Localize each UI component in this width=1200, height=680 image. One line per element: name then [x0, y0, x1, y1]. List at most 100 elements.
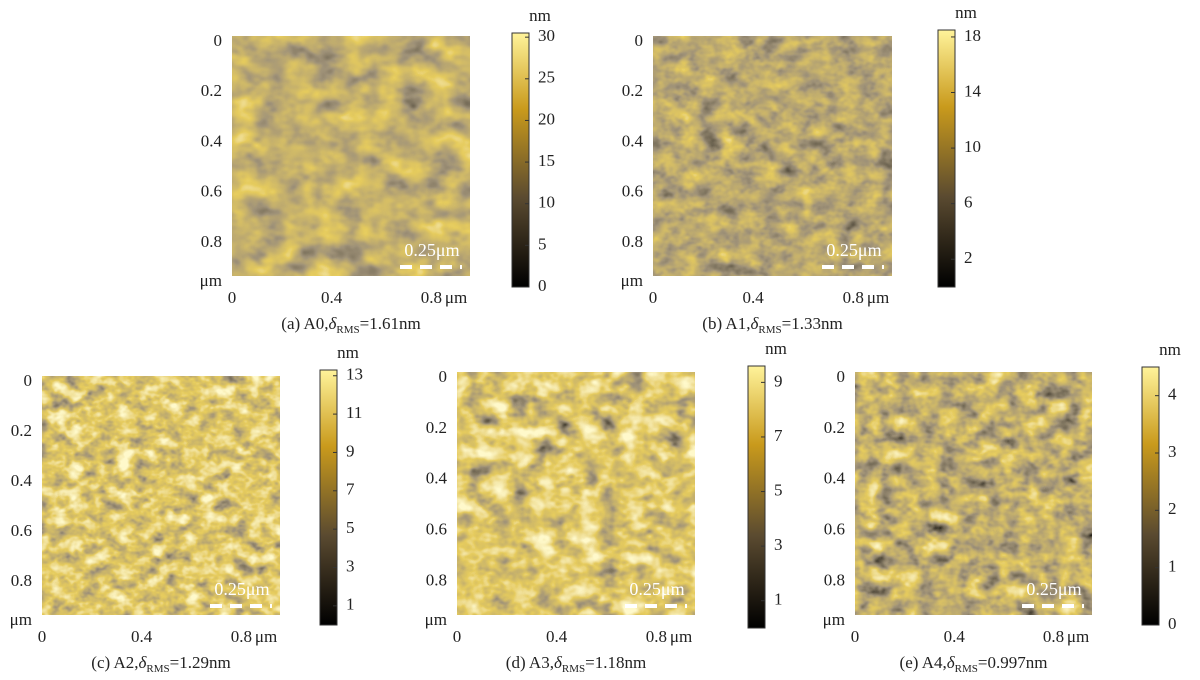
colorbar: [1142, 367, 1159, 625]
colorbar-tick-label: 11: [346, 403, 362, 422]
colorbar-tick-label: 5: [346, 518, 355, 537]
colorbar-tick-label: 9: [774, 371, 783, 390]
figure: 00.20.40.60.8μm00.40.8μm0.25μmnm05101520…: [0, 0, 1200, 680]
caption-suffix: =1.29nm: [170, 653, 231, 672]
x-tick-label: 0.4: [546, 627, 568, 646]
y-tick-label: 0.8: [426, 570, 447, 589]
colorbar-tick-label: 7: [774, 426, 783, 445]
colorbar-tick-label: 30: [538, 26, 555, 45]
colorbar-tick-label: 2: [964, 248, 973, 267]
caption-subscript: RMS: [562, 663, 585, 675]
colorbar-tick-label: 15: [538, 151, 555, 170]
caption-subscript: RMS: [146, 663, 169, 675]
y-tick-label: 0.8: [201, 232, 222, 251]
caption-subscript: RMS: [955, 663, 978, 675]
y-unit: μm: [10, 610, 32, 629]
colorbar-tick-label: 3: [1168, 442, 1177, 461]
y-tick-label: 0.6: [201, 182, 222, 201]
x-tick-label: 0.8: [1043, 627, 1064, 646]
x-unit: μm: [445, 288, 467, 307]
caption: (c) A2,δRMS=1.29nm: [91, 653, 230, 675]
y-tick-label: 0.2: [622, 81, 643, 100]
colorbar-unit: nm: [529, 6, 551, 25]
x-unit: μm: [1067, 627, 1089, 646]
colorbar: [512, 33, 529, 287]
y-tick-label: 0.6: [824, 520, 845, 539]
colorbar-tick-label: 6: [964, 193, 973, 212]
x-tick-label: 0: [228, 288, 237, 307]
colorbar-tick-label: 5: [774, 480, 783, 499]
x-tick-label: 0.4: [742, 288, 764, 307]
colorbar-unit: nm: [337, 343, 359, 362]
colorbar-tick-label: 5: [538, 234, 547, 253]
colorbar-tick-label: 9: [346, 441, 355, 460]
y-tick-label: 0: [635, 31, 644, 50]
scale-bar-label: 0.25μm: [214, 579, 269, 599]
caption-suffix: =1.33nm: [782, 314, 843, 333]
x-tick-label: 0.8: [231, 627, 252, 646]
x-tick-label: 0: [851, 627, 860, 646]
colorbar-tick-label: 4: [1168, 385, 1177, 404]
colorbar-tick-label: 3: [346, 556, 355, 575]
y-tick-label: 0.4: [824, 469, 846, 488]
y-unit: μm: [425, 610, 447, 629]
scale-bar-label: 0.25μm: [826, 240, 881, 260]
x-unit: μm: [670, 627, 692, 646]
x-tick-label: 0.4: [944, 627, 966, 646]
caption-prefix: (c) A2,: [91, 653, 138, 672]
colorbar-tick-label: 14: [964, 81, 982, 100]
colorbar-tick-label: 18: [964, 26, 981, 45]
caption-prefix: (d) A3,: [506, 653, 554, 672]
x-tick-label: 0: [649, 288, 658, 307]
caption-suffix: =1.18nm: [585, 653, 646, 672]
colorbar-tick-label: 3: [774, 535, 783, 554]
scale-bar-label: 0.25μm: [1026, 579, 1081, 599]
caption-subscript: RMS: [336, 324, 359, 336]
scale-bar-label: 0.25μm: [629, 579, 684, 599]
caption: (a) A0,δRMS=1.61nm: [281, 314, 420, 336]
y-tick-label: 0: [214, 31, 223, 50]
y-unit: μm: [200, 271, 222, 290]
colorbar-tick-label: 7: [346, 480, 355, 499]
colorbar-tick-label: 20: [538, 109, 555, 128]
x-unit: μm: [255, 627, 277, 646]
caption-suffix: =1.61nm: [360, 314, 421, 333]
y-tick-label: 0.6: [426, 520, 447, 539]
y-tick-label: 0.8: [622, 232, 643, 251]
y-tick-label: 0.6: [11, 521, 32, 540]
y-tick-label: 0.2: [426, 418, 447, 437]
colorbar-tick-label: 13: [346, 365, 363, 384]
scale-bar-label: 0.25μm: [404, 240, 459, 260]
colorbar-tick-label: 2: [1168, 499, 1177, 518]
caption-prefix: (b) A1,: [702, 314, 750, 333]
colorbar: [320, 370, 337, 625]
x-tick-label: 0: [38, 627, 47, 646]
caption-suffix: =0.997nm: [978, 653, 1048, 672]
x-tick-label: 0.8: [421, 288, 442, 307]
x-tick-label: 0.4: [131, 627, 153, 646]
colorbar-tick-label: 10: [538, 193, 555, 212]
colorbar: [748, 366, 765, 628]
colorbar-tick-label: 10: [964, 137, 981, 156]
colorbar-tick-label: 0: [538, 276, 547, 295]
y-tick-label: 0: [439, 367, 448, 386]
colorbar-unit: nm: [1159, 340, 1181, 359]
colorbar-unit: nm: [765, 339, 787, 358]
x-tick-label: 0: [453, 627, 462, 646]
x-tick-label: 0.8: [843, 288, 864, 307]
caption-prefix: (e) A4,: [900, 653, 947, 672]
x-tick-label: 0.4: [321, 288, 343, 307]
colorbar-tick-label: 0: [1168, 614, 1177, 633]
caption-prefix: (a) A0,: [281, 314, 328, 333]
caption: (e) A4,δRMS=0.997nm: [900, 653, 1048, 675]
y-tick-label: 0.8: [824, 570, 845, 589]
caption-subscript: RMS: [758, 324, 781, 336]
caption: (b) A1,δRMS=1.33nm: [702, 314, 842, 336]
y-tick-label: 0: [24, 371, 33, 390]
colorbar-tick-label: 1: [346, 595, 355, 614]
colorbar-tick-label: 1: [774, 590, 783, 609]
colorbar: [938, 30, 955, 287]
x-tick-label: 0.8: [646, 627, 667, 646]
y-tick-label: 0.4: [622, 131, 644, 150]
y-tick-label: 0.4: [201, 131, 223, 150]
